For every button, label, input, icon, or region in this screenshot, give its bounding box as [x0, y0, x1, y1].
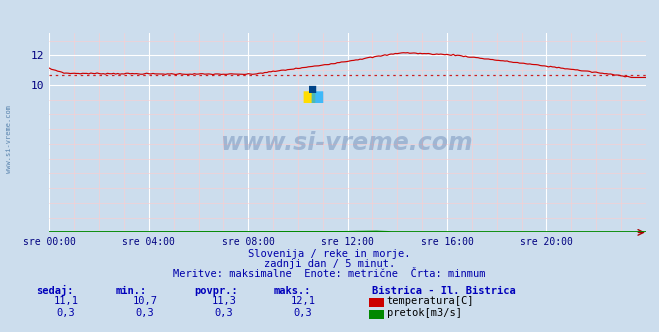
Text: 10,7: 10,7 — [132, 296, 158, 306]
Text: temperatura[C]: temperatura[C] — [387, 296, 474, 306]
Text: maks.:: maks.: — [273, 286, 311, 296]
Text: 0,3: 0,3 — [294, 308, 312, 318]
Text: ◼: ◼ — [308, 84, 318, 94]
Text: Slovenija / reke in morje.: Slovenija / reke in morje. — [248, 249, 411, 259]
Text: zadnji dan / 5 minut.: zadnji dan / 5 minut. — [264, 259, 395, 269]
Text: povpr.:: povpr.: — [194, 286, 238, 296]
Text: sedaj:: sedaj: — [36, 285, 74, 296]
Text: 0,3: 0,3 — [136, 308, 154, 318]
Text: 11,1: 11,1 — [53, 296, 78, 306]
Text: pretok[m3/s]: pretok[m3/s] — [387, 308, 462, 318]
Text: 0,3: 0,3 — [57, 308, 75, 318]
Text: 11,3: 11,3 — [212, 296, 237, 306]
Text: 0,3: 0,3 — [215, 308, 233, 318]
Text: min.:: min.: — [115, 286, 146, 296]
Text: Meritve: maksimalne  Enote: metrične  Črta: minmum: Meritve: maksimalne Enote: metrične Črta… — [173, 269, 486, 279]
Text: ◼: ◼ — [301, 88, 316, 106]
Text: www.si-vreme.com: www.si-vreme.com — [221, 131, 474, 155]
Text: ◼: ◼ — [309, 88, 324, 106]
Text: 12,1: 12,1 — [291, 296, 316, 306]
Text: Bistrica - Il. Bistrica: Bistrica - Il. Bistrica — [372, 286, 516, 296]
Text: www.si-vreme.com: www.si-vreme.com — [5, 106, 12, 173]
